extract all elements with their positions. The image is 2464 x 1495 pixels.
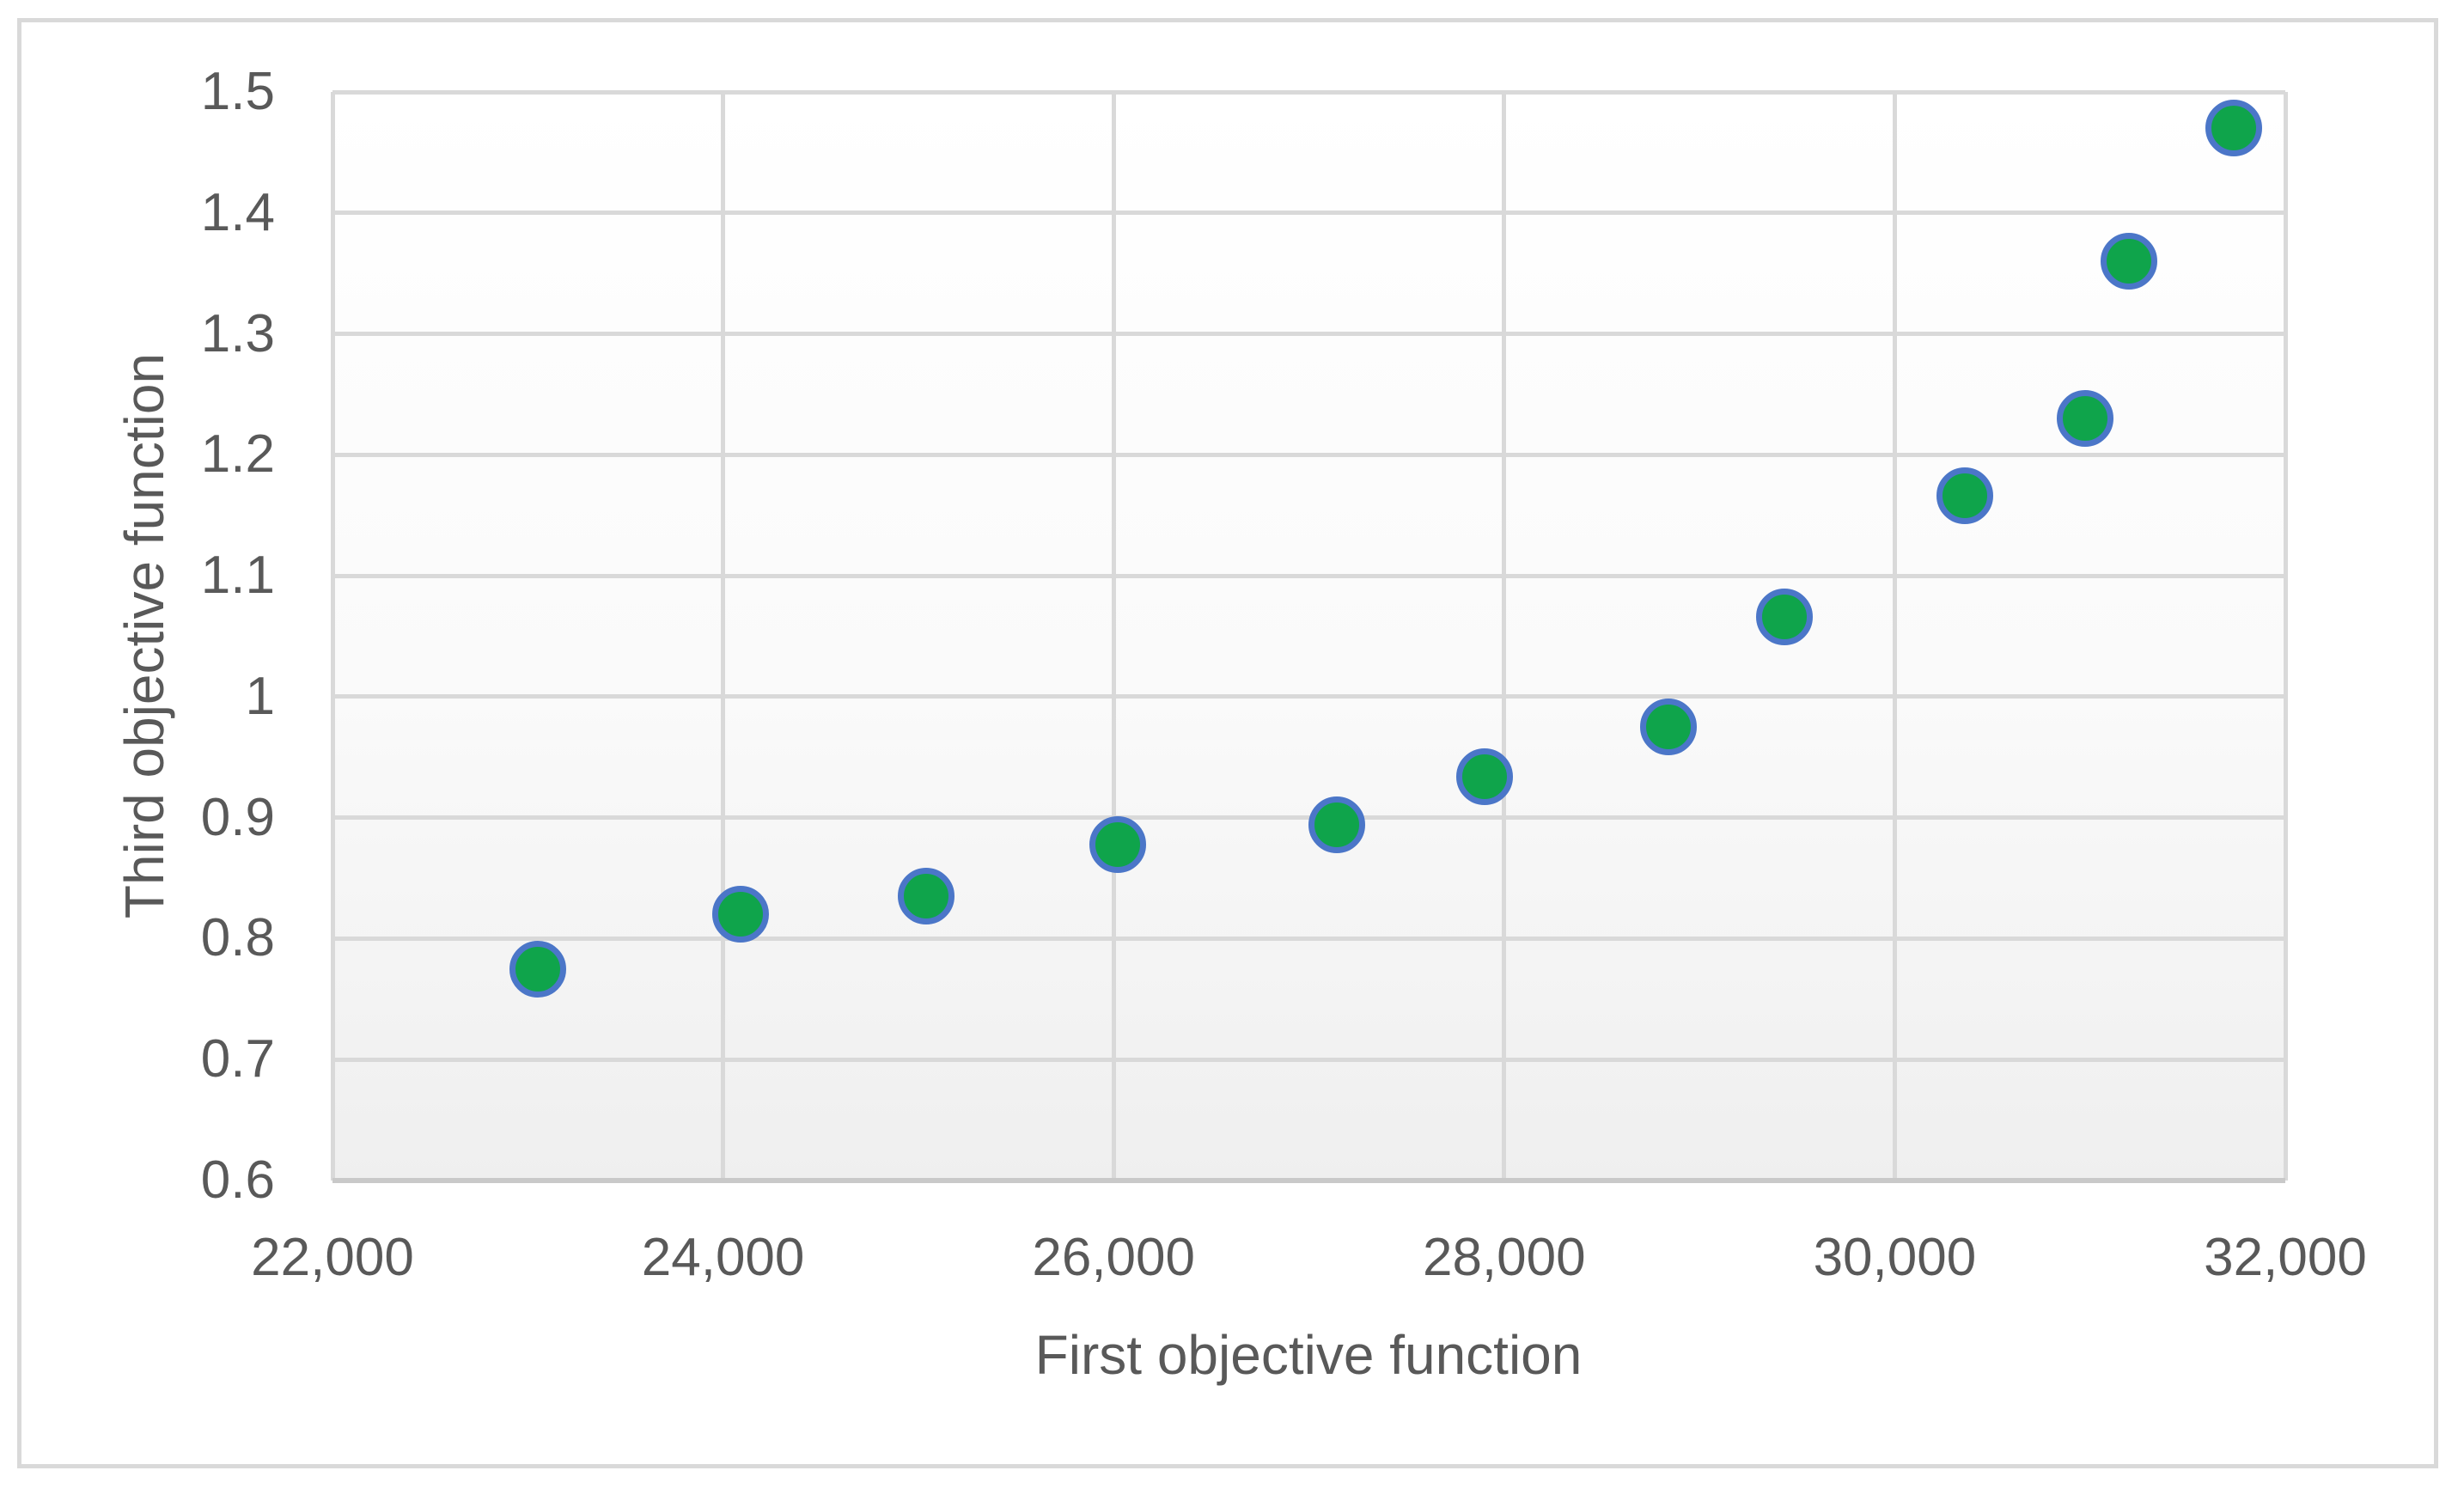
x-tick-label: 28,000 <box>1422 1228 1586 1287</box>
x-tick-label: 26,000 <box>1032 1228 1195 1287</box>
x-tick-label: 32,000 <box>2204 1228 2367 1287</box>
y-tick-label: 1.1 <box>200 546 275 606</box>
y-tick-label: 1.2 <box>200 424 275 485</box>
y-tick-label: 1.5 <box>200 62 275 121</box>
data-point-marker <box>2205 100 2262 157</box>
h-gridline <box>332 211 2285 216</box>
v-gridline <box>2283 92 2288 1181</box>
v-gridline <box>330 92 335 1181</box>
data-point-marker <box>897 868 954 925</box>
plot-area <box>330 89 2288 1183</box>
h-gridline <box>332 452 2285 457</box>
data-point-marker <box>2057 390 2114 448</box>
v-gridline <box>1892 92 1897 1181</box>
x-tick-label: 24,000 <box>641 1228 805 1287</box>
data-point-marker <box>1308 796 1366 854</box>
h-gridline <box>332 1057 2285 1062</box>
y-tick-label: 0.8 <box>200 908 275 968</box>
v-gridline <box>721 92 726 1181</box>
x-axis-title: First objective function <box>1034 1324 1583 1386</box>
y-tick-label: 1 <box>245 666 275 726</box>
data-point-marker <box>1936 467 1994 525</box>
y-tick-label: 0.6 <box>200 1150 275 1210</box>
data-point-marker <box>1755 588 1813 645</box>
v-gridline <box>1502 92 1507 1181</box>
h-gridline <box>332 573 2285 578</box>
data-point-marker <box>1089 815 1146 873</box>
h-gridline <box>332 694 2285 699</box>
data-point-marker <box>1639 699 1697 756</box>
v-gridline <box>1111 92 1116 1181</box>
data-point-marker <box>509 940 566 998</box>
data-point-marker <box>1456 748 1514 805</box>
h-gridline <box>332 936 2285 941</box>
y-tick-label: 0.9 <box>200 787 275 847</box>
x-tick-label: 30,000 <box>1813 1228 1977 1287</box>
y-tick-label: 1.4 <box>200 182 275 242</box>
x-tick-label: 22,000 <box>251 1228 414 1287</box>
y-axis-title: Third objective function <box>113 352 175 919</box>
data-point-marker <box>2101 233 2158 290</box>
h-gridline <box>332 89 2285 95</box>
x-axis-line <box>332 1178 2285 1183</box>
data-point-marker <box>712 886 770 943</box>
y-tick-label: 0.7 <box>200 1029 275 1089</box>
y-tick-label: 1.3 <box>200 303 275 363</box>
h-gridline <box>332 332 2285 337</box>
